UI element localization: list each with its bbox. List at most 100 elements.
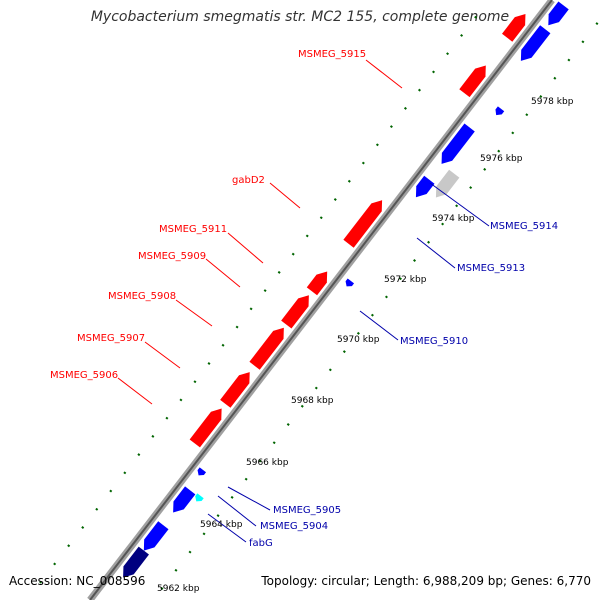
label-connector xyxy=(359,310,399,341)
tick-mark xyxy=(413,259,417,262)
tick-mark xyxy=(427,240,431,244)
gene-arrow xyxy=(143,521,169,551)
gene-label-gabd2[interactable]: gabD2 xyxy=(232,175,265,186)
scale-label: 5972 kbp xyxy=(384,275,427,285)
gene-arrow xyxy=(197,467,207,476)
gene-label-msmeg-5914[interactable]: MSMEG_5914 xyxy=(490,221,558,232)
tick-mark xyxy=(553,76,557,80)
tick-mark xyxy=(174,568,178,572)
tick-mark xyxy=(207,362,211,365)
label-connector xyxy=(227,486,271,511)
tick-mark xyxy=(389,125,393,129)
topology-text: Topology: circular; Length: 6,988,209 bp… xyxy=(261,574,591,588)
tick-mark xyxy=(286,423,290,426)
gene-arrow xyxy=(220,372,250,408)
gene-arrow xyxy=(173,486,196,513)
tick-mark xyxy=(272,441,276,445)
gene-label-msmeg-5907[interactable]: MSMEG_5907 xyxy=(77,333,145,344)
tick-mark xyxy=(165,416,169,420)
gene-arrow xyxy=(502,13,526,42)
tick-mark xyxy=(95,507,99,511)
tick-mark xyxy=(511,131,515,135)
gene-arrow xyxy=(345,278,355,287)
gene-arrow xyxy=(306,271,328,296)
tick-mark xyxy=(432,70,436,74)
tick-mark xyxy=(221,343,225,347)
gene-arrow xyxy=(123,546,149,578)
scale-label: 5970 kbp xyxy=(337,335,380,345)
gene-label-msmeg-5913[interactable]: MSMEG_5913 xyxy=(457,263,525,274)
scale-label: 5966 kbp xyxy=(246,458,289,468)
tick-mark xyxy=(137,453,141,457)
tick-mark xyxy=(258,459,262,463)
accession-text: Accession: NC_008596 xyxy=(9,574,146,588)
tick-mark xyxy=(497,149,501,153)
tick-mark xyxy=(474,15,478,19)
gene-label-msmeg-5905[interactable]: MSMEG_5905 xyxy=(273,505,341,516)
tick-mark xyxy=(539,95,543,98)
gene-arrow xyxy=(195,493,204,502)
tick-mark xyxy=(230,495,234,499)
gene-arrow xyxy=(435,169,460,198)
gene-arrow xyxy=(441,123,475,164)
gene-label-msmeg-5910[interactable]: MSMEG_5910 xyxy=(400,336,468,347)
tick-mark xyxy=(342,350,346,354)
label-connector xyxy=(365,59,403,89)
tick-mark xyxy=(300,404,304,408)
tick-mark xyxy=(235,325,239,329)
tick-mark xyxy=(216,514,220,518)
tick-mark xyxy=(160,587,164,590)
tick-mark xyxy=(179,398,183,402)
label-connector xyxy=(429,182,490,227)
scale-label: 5964 kbp xyxy=(200,520,243,530)
tick-mark xyxy=(370,313,374,317)
gene-label-msmeg-5908[interactable]: MSMEG_5908 xyxy=(108,291,176,302)
tick-mark xyxy=(314,386,318,390)
tick-mark xyxy=(305,234,309,238)
label-connector xyxy=(144,341,181,369)
tick-mark xyxy=(446,52,450,56)
gene-label-fabg[interactable]: fabG xyxy=(249,538,273,549)
gene-arrow xyxy=(343,200,383,248)
gene-label-msmeg-5911[interactable]: MSMEG_5911 xyxy=(159,224,227,235)
tick-mark xyxy=(328,368,332,372)
label-connector xyxy=(269,182,301,209)
map-title: Mycobacterium smegmatis str. MC2 155, co… xyxy=(90,9,510,25)
tick-mark xyxy=(81,526,85,529)
scale-label: 5978 kbp xyxy=(531,97,574,107)
tick-mark xyxy=(291,252,295,256)
gene-arrow xyxy=(548,1,569,26)
gene-label-msmeg-5904[interactable]: MSMEG_5904 xyxy=(260,521,328,532)
tick-mark xyxy=(202,532,206,536)
label-connector xyxy=(205,258,241,288)
tick-mark xyxy=(67,544,71,548)
scale-label: 5962 kbp xyxy=(157,584,200,594)
tick-mark xyxy=(188,550,192,554)
tick-mark xyxy=(277,270,281,274)
tick-mark xyxy=(525,113,529,117)
tick-mark xyxy=(53,562,57,566)
scale-label: 5974 kbp xyxy=(432,214,475,224)
tick-mark xyxy=(399,277,402,281)
tick-mark xyxy=(455,204,459,208)
label-connectors xyxy=(117,59,490,543)
gene-label-msmeg-5915[interactable]: MSMEG_5915 xyxy=(298,49,366,60)
tick-mark xyxy=(567,58,571,62)
gene-arrow xyxy=(415,175,435,198)
tick-mark xyxy=(581,40,585,44)
label-connector xyxy=(175,299,213,327)
label-connector xyxy=(217,495,257,527)
label-connector xyxy=(227,232,264,264)
tick-mark xyxy=(441,222,445,226)
tick-mark xyxy=(151,434,155,438)
gene-label-msmeg-5909[interactable]: MSMEG_5909 xyxy=(138,251,206,262)
gene-label-msmeg-5906[interactable]: MSMEG_5906 xyxy=(50,370,118,381)
gene-arrow xyxy=(189,408,222,448)
tick-mark xyxy=(193,380,197,384)
tick-mark xyxy=(483,167,487,171)
tick-mark xyxy=(244,477,248,481)
gene-arrow xyxy=(520,25,551,61)
label-connector xyxy=(207,513,247,543)
label-connector xyxy=(117,377,153,405)
